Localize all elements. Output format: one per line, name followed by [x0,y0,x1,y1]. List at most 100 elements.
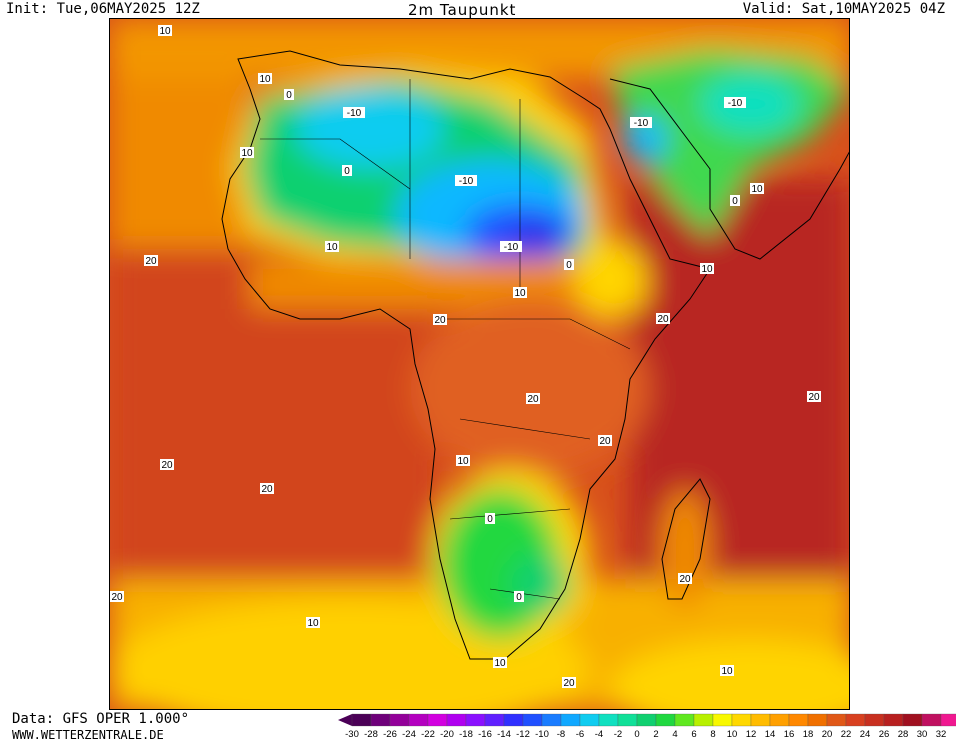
colorbar-tick-label: 16 [784,729,795,740]
colorbar-swatch [712,713,733,727]
isoline-label: 10 [751,184,763,195]
colorbar-tick-label: 20 [822,729,833,740]
colorbar-swatch [864,713,885,727]
colorbar-tick-label: -26 [383,729,397,740]
isoline-label: 20 [599,436,611,447]
valid-time: Valid: Sat,10MAY2025 04Z [742,1,945,17]
colorbar-tick-label: 6 [691,729,696,740]
colorbar-swatch [465,713,486,727]
isoline-label: -10 [459,176,474,187]
colorbar-tick-label: 10 [727,729,738,740]
colorbar-swatch [788,713,809,727]
colorbar-swatch [370,713,391,727]
colorbar-swatch [845,713,866,727]
isoline-label: 10 [721,666,733,677]
isoline-label: -10 [347,108,362,119]
colorbar-swatch [940,713,959,727]
label-minus10-group: -10 -10 -10 -10 -10 [343,97,746,253]
colorbar-tick-label: 8 [710,729,715,740]
colorbar-tick-label: -22 [421,729,435,740]
label-10-group: 10 10 10 10 10 10 10 10 10 10 10 [158,25,764,677]
map-title: 2m Taupunkt [408,1,517,19]
colorbar-tick-label: 22 [841,729,852,740]
isoline-label: -10 [504,242,519,253]
colorbar-swatch [522,713,543,727]
dewpoint-map[interactable]: 10 10 10 10 10 10 10 10 10 10 10 -10 -10… [109,18,850,710]
isoline-label: 10 [159,26,171,37]
isoline-label: 10 [701,264,713,275]
colorbar-swatch [826,713,847,727]
colorbar-arrow-low [338,714,352,726]
colorbar-swatch [807,713,828,727]
colorbar-svg: -30 -28 -26 -24 -22 -20 -18 -16 -14 -12 -10 -8 -6 -4-… [338,713,959,740]
isoline-label: 20 [261,484,273,495]
dewpoint-field [110,19,849,709]
colorbar-tick-label: -2 [614,729,622,740]
colorbar-swatch [902,713,923,727]
isoline-label: 0 [344,166,350,177]
isoline-label: 20 [161,460,173,471]
arabia-coastline [609,78,849,260]
country-borders [260,79,631,600]
isoline-label: 10 [241,148,253,159]
isoline-label: -10 [728,98,743,109]
colorbar-swatch [655,713,676,727]
isoline-label: 20 [145,256,157,267]
isoline-labels: 10 10 10 10 10 10 10 10 10 10 10 -10 -10… [110,25,821,689]
colorbar-swatch [636,713,657,727]
colorbar-tick-label: 24 [860,729,871,740]
map-canvas: 10 10 10 10 10 10 10 10 10 10 10 -10 -10… [110,19,849,709]
colorbar-tick-label: 32 [936,729,947,740]
isoline-label: 20 [679,574,691,585]
madagascar-coastline [661,478,711,600]
colorbar-swatch [484,713,505,727]
isoline-label: 0 [516,592,522,603]
colorbar: -30 -28 -26 -24 -22 -20 -18 -16 -14 -12 -10 -8 -6 -4-… [336,712,959,740]
colorbar-tick-label: 18 [803,729,814,740]
isoline-label: 20 [563,678,575,689]
colorbar-tick-label: 26 [879,729,890,740]
colorbar-swatch [731,713,752,727]
init-time: Init: Tue,06MAY2025 12Z [6,1,200,17]
isoline-label: -10 [634,118,649,129]
colorbar-tick-label: -4 [595,729,603,740]
colorbar-swatch [617,713,638,727]
colorbar-swatch [541,713,562,727]
isoline-label: 10 [307,618,319,629]
isoline-label: 0 [732,196,738,207]
colorbar-tick-label: -20 [440,729,454,740]
africa-coastline [221,50,711,660]
colorbar-swatch [598,713,619,727]
label-20-group: 20 20 20 20 20 20 20 20 20 20 20 [110,255,821,689]
colorbar-swatch [750,713,771,727]
isoline-label: 0 [286,90,292,101]
colorbar-tick-label: 2 [653,729,658,740]
colorbar-swatch [769,713,790,727]
isoline-label: 20 [111,592,123,603]
colorbar-tick-label: -14 [497,729,511,740]
colorbar-tick-label: -18 [459,729,473,740]
colorbar-tick-label: 4 [672,729,677,740]
colorbar-tick-label: -24 [402,729,416,740]
isoline-label: 20 [657,314,669,325]
colorbar-swatch [560,713,581,727]
colorbar-swatch [408,713,429,727]
isoline-label: 0 [487,514,493,525]
colorbar-tick-label: -6 [576,729,584,740]
isoline-label: 20 [808,392,820,403]
isoline-label: 10 [457,456,469,467]
isoline-label: 20 [434,315,446,326]
colorbar-swatch [674,713,695,727]
colorbar-tick-label: 28 [898,729,909,740]
colorbar-tick-label: -8 [557,729,565,740]
colorbar-tick-label: 12 [746,729,757,740]
colorbar-tick-label: -10 [535,729,549,740]
isoline-label: 10 [326,242,338,253]
colorbar-swatch [579,713,600,727]
colorbar-tick-label: -28 [364,729,378,740]
isoline-label: 20 [527,394,539,405]
website-link[interactable]: WWW.WETTERZENTRALE.DE [12,728,164,742]
isoline-label: 0 [566,260,572,271]
colorbar-swatch [503,713,524,727]
colorbar-swatch [446,713,467,727]
